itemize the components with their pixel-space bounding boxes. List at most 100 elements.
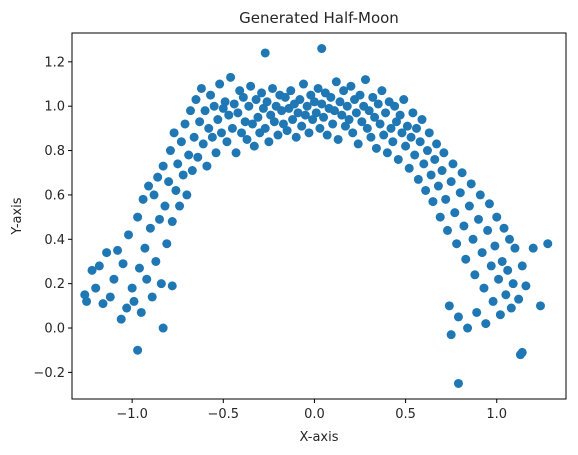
scatter-point bbox=[466, 179, 476, 189]
scatter-point bbox=[280, 92, 290, 102]
scatter-point bbox=[430, 154, 440, 164]
scatter-point bbox=[144, 181, 154, 191]
scatter-point bbox=[381, 108, 391, 118]
scatter-point bbox=[472, 307, 482, 317]
scatter-point bbox=[393, 154, 403, 164]
scatter-point bbox=[339, 86, 349, 96]
scatter-point bbox=[315, 123, 325, 133]
scatter-point bbox=[202, 161, 212, 171]
scatter-point bbox=[497, 256, 507, 266]
scatter-point bbox=[459, 221, 469, 231]
scatter-point bbox=[113, 245, 123, 255]
scatter-point bbox=[468, 234, 478, 244]
scatter-point bbox=[366, 132, 376, 142]
y-axis-label: Y-axis bbox=[10, 197, 25, 235]
scatter-point bbox=[328, 119, 338, 129]
scatter-point bbox=[483, 225, 493, 235]
scatter-point bbox=[455, 188, 465, 198]
scatter-point bbox=[98, 299, 108, 309]
scatter-point bbox=[443, 225, 453, 235]
scatter-point bbox=[453, 312, 463, 322]
scatter-point bbox=[508, 279, 518, 289]
scatter-point bbox=[142, 274, 152, 284]
scatter-point bbox=[189, 132, 199, 142]
scatter-point bbox=[167, 281, 177, 291]
scatter-point bbox=[439, 148, 449, 158]
scatter-point bbox=[273, 130, 283, 140]
scatter-point bbox=[344, 115, 354, 125]
scatter-point bbox=[453, 378, 463, 388]
scatter-point bbox=[375, 119, 385, 129]
scatter-point bbox=[517, 261, 527, 271]
scatter-point bbox=[118, 259, 128, 269]
scatter-point bbox=[138, 194, 148, 204]
scatter-point bbox=[304, 128, 314, 138]
scatter-point bbox=[156, 279, 166, 289]
x-tick-label: 0.0 bbox=[304, 407, 325, 422]
scatter-point bbox=[134, 263, 144, 273]
scatter-point bbox=[388, 137, 398, 147]
scatter-point bbox=[200, 106, 210, 116]
scatter-point bbox=[124, 230, 134, 240]
scatter-point bbox=[286, 86, 296, 96]
scatter-point bbox=[136, 307, 146, 317]
y-tick-label: 0.8 bbox=[44, 144, 65, 159]
scatter-point bbox=[231, 148, 241, 158]
scatter-point bbox=[176, 137, 186, 147]
scatter-point bbox=[404, 163, 414, 173]
scatter-point bbox=[216, 128, 226, 138]
scatter-point bbox=[264, 137, 274, 147]
scatter-point bbox=[260, 123, 270, 133]
scatter-point bbox=[193, 152, 203, 162]
y-axis-ticks: −0.2 0.0 0.2 0.4 0.6 0.8 1.0 1.2 bbox=[33, 55, 72, 381]
scatter-point bbox=[237, 128, 247, 138]
scatter-point bbox=[308, 115, 318, 125]
y-tick-label: 0.2 bbox=[44, 277, 65, 292]
scatter-point bbox=[238, 92, 248, 102]
scatter-point bbox=[227, 123, 237, 133]
scatter-point bbox=[244, 101, 254, 111]
scatter-point bbox=[105, 292, 115, 302]
scatter-point bbox=[233, 108, 243, 118]
scatter-point bbox=[266, 110, 276, 120]
scatter-point bbox=[435, 212, 445, 222]
scatter-point bbox=[165, 146, 175, 156]
scatter-point bbox=[187, 166, 197, 176]
scatter-point bbox=[422, 146, 432, 156]
scatter-point bbox=[257, 88, 267, 98]
scatter-point bbox=[145, 223, 155, 233]
chart-title: Generated Half-Moon bbox=[239, 9, 399, 27]
scatter-point bbox=[122, 303, 132, 313]
scatter-point bbox=[147, 292, 157, 302]
scatter-point bbox=[198, 139, 208, 149]
scatter-point bbox=[164, 177, 174, 187]
scatter-point bbox=[503, 265, 513, 275]
scatter-point bbox=[158, 161, 168, 171]
scatter-point bbox=[395, 110, 405, 120]
scatter-point bbox=[382, 148, 392, 158]
scatter-point bbox=[268, 83, 278, 93]
scatter-point bbox=[488, 296, 498, 306]
scatter-point bbox=[377, 86, 387, 96]
scatter-point bbox=[390, 101, 400, 111]
scatter-point bbox=[185, 106, 195, 116]
x-tick-label: 0.5 bbox=[395, 407, 416, 422]
scatter-point bbox=[510, 243, 520, 253]
scatter-point bbox=[249, 141, 259, 151]
scatter-point bbox=[464, 201, 474, 211]
scatter-point bbox=[486, 261, 496, 271]
y-tick-label: 0.0 bbox=[44, 322, 65, 337]
x-tick-label: −1.0 bbox=[116, 407, 148, 422]
scatter-point bbox=[441, 194, 451, 204]
scatter-point bbox=[235, 86, 245, 96]
y-tick-label: −0.2 bbox=[33, 366, 65, 381]
scatter-point bbox=[370, 112, 380, 122]
scatter-point bbox=[206, 90, 216, 100]
scatter-point bbox=[514, 294, 524, 304]
scatter-point bbox=[399, 95, 409, 105]
scatter-point bbox=[322, 130, 332, 140]
scatter-point bbox=[406, 132, 416, 142]
scatter-point bbox=[282, 126, 292, 136]
scatter-point bbox=[504, 234, 514, 244]
scatter-point bbox=[151, 256, 161, 266]
